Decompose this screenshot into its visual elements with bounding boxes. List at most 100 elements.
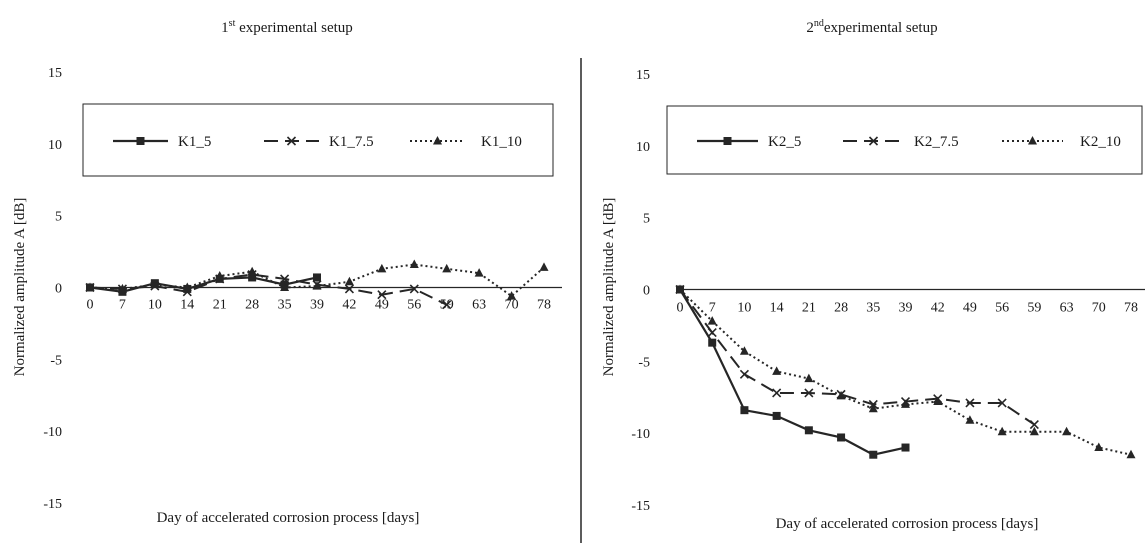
legend-marker-K1_5 <box>136 137 145 145</box>
data-point-K2_7.5 <box>997 398 1007 408</box>
data-point-K2_7.5 <box>772 388 782 398</box>
data-point-K1_10 <box>150 279 160 289</box>
data-point-K1_10 <box>117 283 127 293</box>
data-point-K2_10 <box>933 396 943 406</box>
data-point-K1_7.5 <box>442 300 452 310</box>
x-tick-label: 70 <box>505 298 519 313</box>
x-axis-label-2: Day of accelerated corrosion process [da… <box>776 516 1039 532</box>
x-tick-label: 70 <box>1092 301 1106 316</box>
x-tick-label: 14 <box>180 298 194 313</box>
x-tick-label: 14 <box>770 301 784 316</box>
data-point-K2_5 <box>869 450 878 459</box>
x-tick-label: 63 <box>472 298 486 313</box>
x-tick-label: 42 <box>931 301 945 316</box>
data-point-K2_10 <box>836 390 846 400</box>
x-tick-label: 78 <box>1124 301 1138 316</box>
x-tick-label: 63 <box>1060 301 1074 316</box>
y-axis-label-2: Normalized amplitude A [dB] <box>601 198 617 377</box>
x-tick-label: 7 <box>119 298 126 313</box>
data-point-K2_7.5 <box>739 369 749 379</box>
data-point-K2_5 <box>740 406 749 415</box>
y-tick-label: 15 <box>636 68 650 83</box>
data-point-K2_10 <box>707 316 717 325</box>
x-tick-label: 49 <box>375 298 389 313</box>
data-point-K1_7.5 <box>280 274 290 284</box>
data-point-K2_7.5 <box>707 328 717 338</box>
y-tick-label: 5 <box>643 212 650 227</box>
y-tick-label: 15 <box>48 66 62 81</box>
legend-marker-K2_10 <box>1028 136 1037 145</box>
series-line-K2_7.5 <box>679 288 1035 426</box>
data-point-K2_10 <box>1029 426 1039 436</box>
data-point-K1_10 <box>474 268 484 277</box>
y-tick-label: -10 <box>43 425 62 440</box>
legend-marker-K1_7.5 <box>286 136 297 146</box>
data-point-K2_7.5 <box>965 398 975 408</box>
y-tick-label: 0 <box>55 282 62 297</box>
data-point-K1_10 <box>377 263 387 273</box>
data-point-K1_10 <box>85 282 95 291</box>
series-line-K1_5 <box>89 276 318 293</box>
x-tick-label: 28 <box>245 298 259 313</box>
data-point-K1_10 <box>539 262 549 271</box>
data-point-K1_7.5 <box>377 290 387 300</box>
chart-panel-1: 1st experimental setup Normalized amplit… <box>12 18 562 526</box>
series-line-K2_5 <box>679 288 906 456</box>
data-point-K2_10 <box>1094 442 1104 452</box>
y-tick-label: 5 <box>55 210 62 225</box>
x-tick-label: 10 <box>737 301 751 316</box>
data-point-K2_10 <box>1126 449 1136 459</box>
data-point-K2_5 <box>804 426 813 435</box>
data-point-K2_10 <box>772 366 782 375</box>
data-point-K1_10 <box>312 281 322 290</box>
y-tick-label: -5 <box>50 353 62 368</box>
legend-label-K2_5: K2_5 <box>768 134 801 150</box>
data-point-K2_10 <box>1062 426 1072 436</box>
data-point-K1_10 <box>247 266 257 276</box>
y-tick-label: -15 <box>43 497 62 512</box>
legend-label-K1_10: K1_10 <box>481 134 522 150</box>
data-point-K2_10 <box>997 426 1007 436</box>
series-line-K1_7.5 <box>89 273 448 306</box>
data-point-K1_7.5 <box>409 284 419 294</box>
legend-marker-K2_5 <box>723 137 732 145</box>
y-tick-label: -5 <box>638 355 650 370</box>
legend-2: K2_5 K2_7.5 K2_10 <box>666 105 1143 175</box>
y-tick-label: 0 <box>643 284 650 299</box>
y-tick-label: -15 <box>631 499 650 514</box>
data-point-K2_5 <box>837 433 846 442</box>
x-tick-label: 39 <box>899 301 913 316</box>
x-tick-label: 49 <box>963 301 977 316</box>
data-point-K2_5 <box>772 411 781 420</box>
legend-marker-K1_10 <box>433 136 442 145</box>
x-tick-label: 0 <box>677 301 684 316</box>
data-point-K2_5 <box>901 443 910 452</box>
legend-marker-K2_7.5 <box>868 136 879 146</box>
x-tick-label: 56 <box>995 301 1009 316</box>
data-point-K2_7.5 <box>804 388 814 398</box>
x-tick-label: 21 <box>213 298 227 313</box>
data-point-K1_10 <box>442 263 452 273</box>
data-point-K2_7.5 <box>1029 419 1039 430</box>
data-point-K2_10 <box>804 373 814 383</box>
data-point-K1_10 <box>409 259 419 269</box>
legend-label-K1_5: K1_5 <box>178 134 211 150</box>
legend-label-K2_10: K2_10 <box>1080 134 1121 150</box>
series-line-K2_10 <box>679 288 1132 456</box>
legend-label-K2_7.5: K2_7.5 <box>914 134 959 150</box>
x-tick-label: 56 <box>407 298 421 313</box>
data-point-K1_10 <box>507 291 517 300</box>
x-tick-label: 28 <box>834 301 848 316</box>
y-tick-label: -10 <box>631 427 650 442</box>
legend-1: K1_5 K1_7.5 K1_10 <box>82 103 554 177</box>
data-point-K1_5 <box>248 273 257 282</box>
data-point-K1_10 <box>280 282 290 291</box>
legend-label-K1_7.5: K1_7.5 <box>329 134 374 150</box>
y-tick-label: 10 <box>48 138 62 153</box>
data-point-K1_5 <box>313 273 321 282</box>
series-line-K1_10 <box>89 263 545 298</box>
x-tick-label: 59 <box>1027 301 1041 316</box>
x-tick-label: 10 <box>148 298 162 313</box>
x-tick-label: 21 <box>802 301 816 316</box>
